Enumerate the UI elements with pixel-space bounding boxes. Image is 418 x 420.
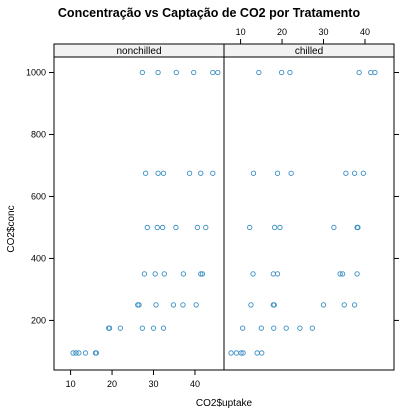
y-tick-label: 1000 — [26, 67, 46, 77]
data-point — [150, 325, 157, 331]
data-point — [271, 224, 278, 231]
data-point — [258, 325, 264, 331]
panel-strip-label: nonchilled — [116, 46, 161, 57]
x-tick-label: 10 — [66, 379, 76, 389]
x-tick-label: 20 — [277, 27, 287, 37]
data-point — [320, 302, 327, 308]
data-point — [259, 350, 265, 356]
data-point — [271, 325, 277, 331]
x-tick-label: 40 — [360, 27, 370, 37]
y-tick-label: 200 — [31, 315, 46, 325]
data-point — [287, 69, 293, 76]
data-point — [142, 170, 149, 176]
data-point — [152, 271, 158, 277]
data-point — [106, 325, 113, 331]
data-point — [372, 69, 378, 76]
data-point — [228, 350, 234, 356]
data-point — [199, 271, 206, 277]
data-point — [297, 325, 303, 331]
data-point — [240, 350, 246, 356]
panel-frame — [223, 56, 395, 371]
data-point — [160, 170, 167, 176]
data-point — [153, 302, 159, 308]
data-point — [170, 302, 177, 308]
data-point — [277, 224, 283, 231]
data-point — [351, 170, 358, 176]
data-point — [274, 170, 281, 176]
data-point — [343, 170, 349, 176]
data-point — [215, 69, 221, 76]
data-point — [198, 170, 204, 176]
data-point — [274, 271, 281, 277]
data-point — [144, 224, 150, 231]
data-point — [161, 271, 167, 277]
data-point — [117, 325, 123, 331]
data-point — [155, 69, 161, 76]
data-point — [194, 224, 201, 231]
data-point — [355, 224, 361, 231]
data-point — [356, 69, 362, 76]
x-tick-label: 40 — [190, 379, 200, 389]
data-point — [360, 170, 366, 176]
x-tick-label: 30 — [149, 379, 159, 389]
x-axis-label: CO2$uptake — [196, 398, 253, 409]
data-point — [136, 302, 142, 308]
data-point — [160, 325, 167, 331]
data-point — [180, 302, 186, 308]
data-point — [198, 271, 204, 277]
y-tick-label: 600 — [31, 191, 46, 201]
data-point — [203, 224, 209, 231]
panels-group: nonchilled 10 20 30 40 chilled 10 20 30 40 200 400 6… — [26, 27, 399, 389]
y-tick-label: 800 — [31, 129, 46, 139]
data-point — [173, 69, 179, 76]
data-point — [70, 350, 76, 356]
data-point — [331, 224, 337, 231]
data-point — [191, 69, 197, 76]
data-point — [248, 302, 254, 308]
data-point — [341, 302, 347, 308]
data-point — [186, 170, 193, 176]
data-point — [256, 69, 262, 76]
y-axis-label: CO2$conc — [6, 205, 17, 252]
data-point — [180, 271, 187, 277]
data-point — [139, 69, 145, 76]
data-point — [76, 350, 82, 356]
data-point — [155, 170, 161, 176]
data-point — [141, 271, 148, 277]
data-point — [210, 69, 216, 76]
data-point — [173, 224, 179, 231]
panel-strip-label: chilled — [295, 46, 323, 57]
data-point — [351, 302, 358, 308]
data-point — [250, 271, 256, 277]
data-point — [247, 224, 253, 231]
data-point — [354, 271, 360, 277]
data-point — [240, 325, 246, 331]
data-point — [288, 170, 294, 176]
data-point — [139, 325, 145, 331]
data-point — [309, 325, 315, 331]
data-point — [210, 170, 216, 176]
data-point — [73, 350, 79, 356]
chart-title: Concentração vs Captação de CO2 por Trat… — [58, 6, 361, 20]
data-point — [82, 350, 89, 356]
data-point — [278, 69, 285, 76]
data-point — [93, 350, 99, 356]
x-tick-label: 20 — [107, 379, 117, 389]
data-point — [238, 350, 244, 356]
data-point — [159, 224, 166, 231]
data-point — [250, 170, 257, 176]
x-tick-label: 30 — [319, 27, 329, 37]
x-tick-label: 10 — [236, 27, 246, 37]
data-point — [283, 325, 289, 331]
data-point — [271, 302, 277, 308]
y-tick-label: 400 — [31, 253, 46, 263]
data-point — [339, 271, 346, 277]
data-point — [337, 271, 343, 277]
data-point — [193, 302, 199, 308]
data-point — [154, 224, 160, 231]
